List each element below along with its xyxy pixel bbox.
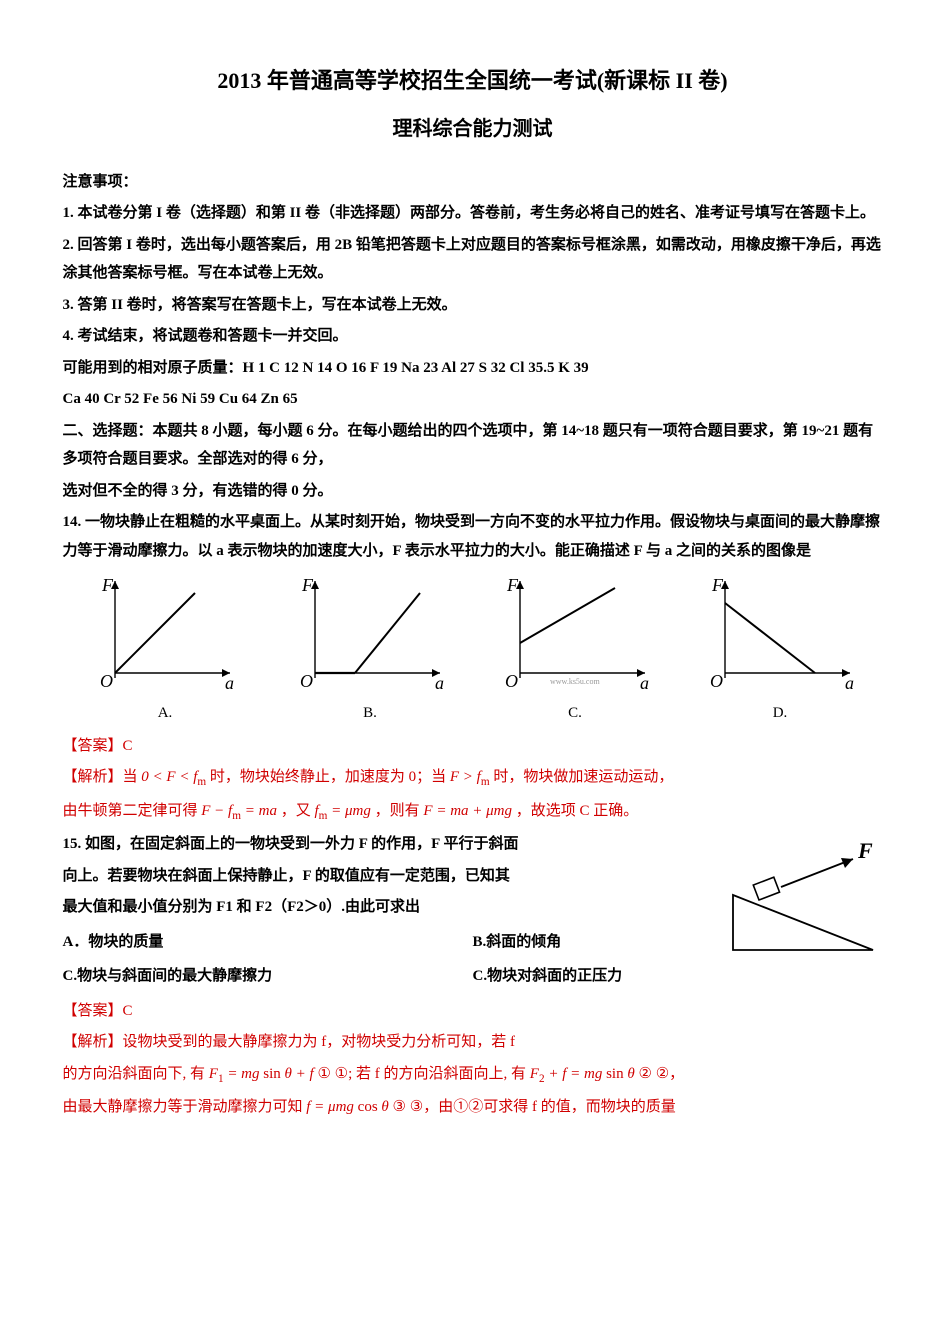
formula-4: fm = μmg — [314, 803, 370, 819]
sub-title: 理科综合能力测试 — [63, 110, 883, 148]
watermark-text: www.ks5u.com — [550, 677, 600, 686]
q15-answer-label: 【答案】 — [63, 1003, 123, 1019]
section2-title-l2: 选对但不全的得 3 分，有选错的得 0 分。 — [63, 477, 883, 506]
formula-1: 0 < F < fm — [141, 769, 206, 785]
notice-2: 2. 回答第 I 卷时，选出每小题答案后，用 2B 铅笔把答题卡上对应题目的答案… — [63, 231, 883, 288]
q14-ana-2c: ，则有 — [371, 803, 424, 819]
svg-text:O: O — [505, 671, 518, 691]
q15-analysis-3: 由最大静摩擦力等于滑动摩擦力可知 f = μmg cos θ ③ ③，由①②可求… — [63, 1093, 883, 1122]
answer-label: 【答案】 — [63, 738, 123, 754]
notice-1: 1. 本试卷分第 I 卷（选择题）和第 II 卷（非选择题）两部分。答卷前，考生… — [63, 199, 883, 228]
q14-options: F a O A. F a O B. F a — [63, 573, 883, 728]
graph-d-icon: F a O — [700, 573, 860, 693]
q14-ana-2d: ，故选项 C 正确。 — [512, 803, 638, 819]
circled-2: ② — [635, 1066, 652, 1082]
q14-opt-c: F a O www.ks5u.com C. — [473, 573, 678, 728]
q14-analysis-1: 【解析】当 0 < F < fm 时，物块始终静止，加速度为 0；当 F > f… — [63, 763, 883, 793]
q14-opt-d: F a O D. — [678, 573, 883, 728]
svg-text:a: a — [435, 673, 444, 693]
q15-figure: F — [713, 840, 883, 971]
svg-text:F: F — [301, 575, 314, 595]
rel-mass-label: 可能用到的相对原子质量： — [63, 360, 243, 376]
q15-analysis-2: 的方向沿斜面向下, 有 F1 = mg sin θ + f ① ①; 若 f 的… — [63, 1060, 883, 1090]
svg-text:O: O — [710, 671, 723, 691]
analysis-label: 【解析】 — [63, 769, 123, 785]
formula-6: F1 = mg sin θ + f — [209, 1066, 314, 1082]
q15-answer: 【答案】C — [63, 997, 883, 1026]
svg-text:O: O — [100, 671, 113, 691]
q14-ana-1c: 时，物块做加速运动运动， — [490, 769, 674, 785]
q15-analysis-1: 【解析】设物块受到的最大静摩擦力为 f，对物块受力分析可知，若 f — [63, 1028, 883, 1057]
svg-text:F: F — [857, 840, 873, 863]
q15-ana-3a: 由最大静摩擦力等于滑动摩擦力可知 — [63, 1099, 307, 1115]
q14-ana-1b: 时，物块始终静止，加速度为 0；当 — [206, 769, 450, 785]
svg-text:a: a — [640, 673, 649, 693]
formula-8: f = μmg cos θ — [306, 1099, 389, 1115]
q15-opt-a: A．物块的质量 — [63, 928, 473, 957]
elements-line2: Ca 40 Cr 52 Fe 56 Ni 59 Cu 64 Zn 65 — [63, 385, 883, 414]
formula-2: F > fm — [450, 769, 490, 785]
q14-analysis-2: 由牛顿第二定律可得 F − fm = ma ，又 fm = μmg ，则有 F … — [63, 797, 883, 827]
q15-ana-p1: 设物块受到的最大静摩擦力为 f，对物块受力分析可知，若 f — [123, 1034, 516, 1050]
q14-answer: 【答案】C — [63, 732, 883, 761]
formula-5: F = ma + μmg — [423, 803, 512, 819]
elements-line1: H 1 C 12 N 14 O 16 F 19 Na 23 Al 27 S 32… — [243, 360, 589, 376]
svg-text:O: O — [300, 671, 313, 691]
notice-3: 3. 答第 II 卷时，将答案写在答题卡上，写在本试卷上无效。 — [63, 291, 883, 320]
circled-3: ③ — [389, 1099, 406, 1115]
q14-opt-a: F a O A. — [63, 573, 268, 728]
answer-value: C — [123, 738, 133, 754]
q15-answer-value: C — [123, 1003, 133, 1019]
main-title: 2013 年普通高等学校招生全国统一考试(新课标 II 卷) — [63, 60, 883, 102]
svg-text:F: F — [506, 575, 519, 595]
opt-b-label: B. — [268, 699, 473, 728]
formula-3: F − fm = ma — [201, 803, 277, 819]
circled-1: ① — [314, 1066, 331, 1082]
q15-ana-2c: ②， — [652, 1066, 684, 1082]
incline-icon: F — [713, 840, 883, 960]
q14-text: 14. 一物块静止在粗糙的水平桌面上。从某时刻开始，物块受到一方向不变的水平拉力… — [63, 508, 883, 565]
relative-mass: 可能用到的相对原子质量：H 1 C 12 N 14 O 16 F 19 Na 2… — [63, 354, 883, 383]
opt-d-label: D. — [678, 699, 883, 728]
formula-7: F2 + f = mg sin θ — [530, 1066, 635, 1082]
opt-c-label: C. — [473, 699, 678, 728]
graph-c-icon: F a O www.ks5u.com — [495, 573, 655, 693]
svg-text:F: F — [101, 575, 114, 595]
svg-text:a: a — [225, 673, 234, 693]
svg-text:F: F — [711, 575, 724, 595]
q15-opt-c1: C.物块与斜面间的最大静摩擦力 — [63, 962, 473, 991]
svg-text:a: a — [845, 673, 854, 693]
notice-heading: 注意事项： — [63, 168, 883, 197]
q15-analysis-label: 【解析】 — [63, 1034, 123, 1050]
graph-b-icon: F a O — [290, 573, 450, 693]
q14-ana-1a: 当 — [123, 769, 142, 785]
q15-ana-2b: ①; 若 f 的方向沿斜面向上, 有 — [331, 1066, 530, 1082]
q14-opt-b: F a O B. — [268, 573, 473, 728]
graph-a-icon: F a O — [90, 573, 240, 693]
q15-ana-3b: ③，由①②可求得 f 的值，而物块的质量 — [406, 1099, 676, 1115]
q14-ana-2b: ，又 — [277, 803, 315, 819]
q14-ana-2a: 由牛顿第二定律可得 — [63, 803, 202, 819]
q15-block: F 15. 如图，在固定斜面上的一物块受到一外力 F 的作用，F 平行于斜面 向… — [63, 830, 883, 994]
section2-title: 二、选择题：本题共 8 小题，每小题 6 分。在每小题给出的四个选项中，第 14… — [63, 417, 883, 474]
opt-a-label: A. — [63, 699, 268, 728]
q15-ana-2a: 的方向沿斜面向下, 有 — [63, 1066, 209, 1082]
notice-4: 4. 考试结束，将试题卷和答题卡一并交回。 — [63, 322, 883, 351]
